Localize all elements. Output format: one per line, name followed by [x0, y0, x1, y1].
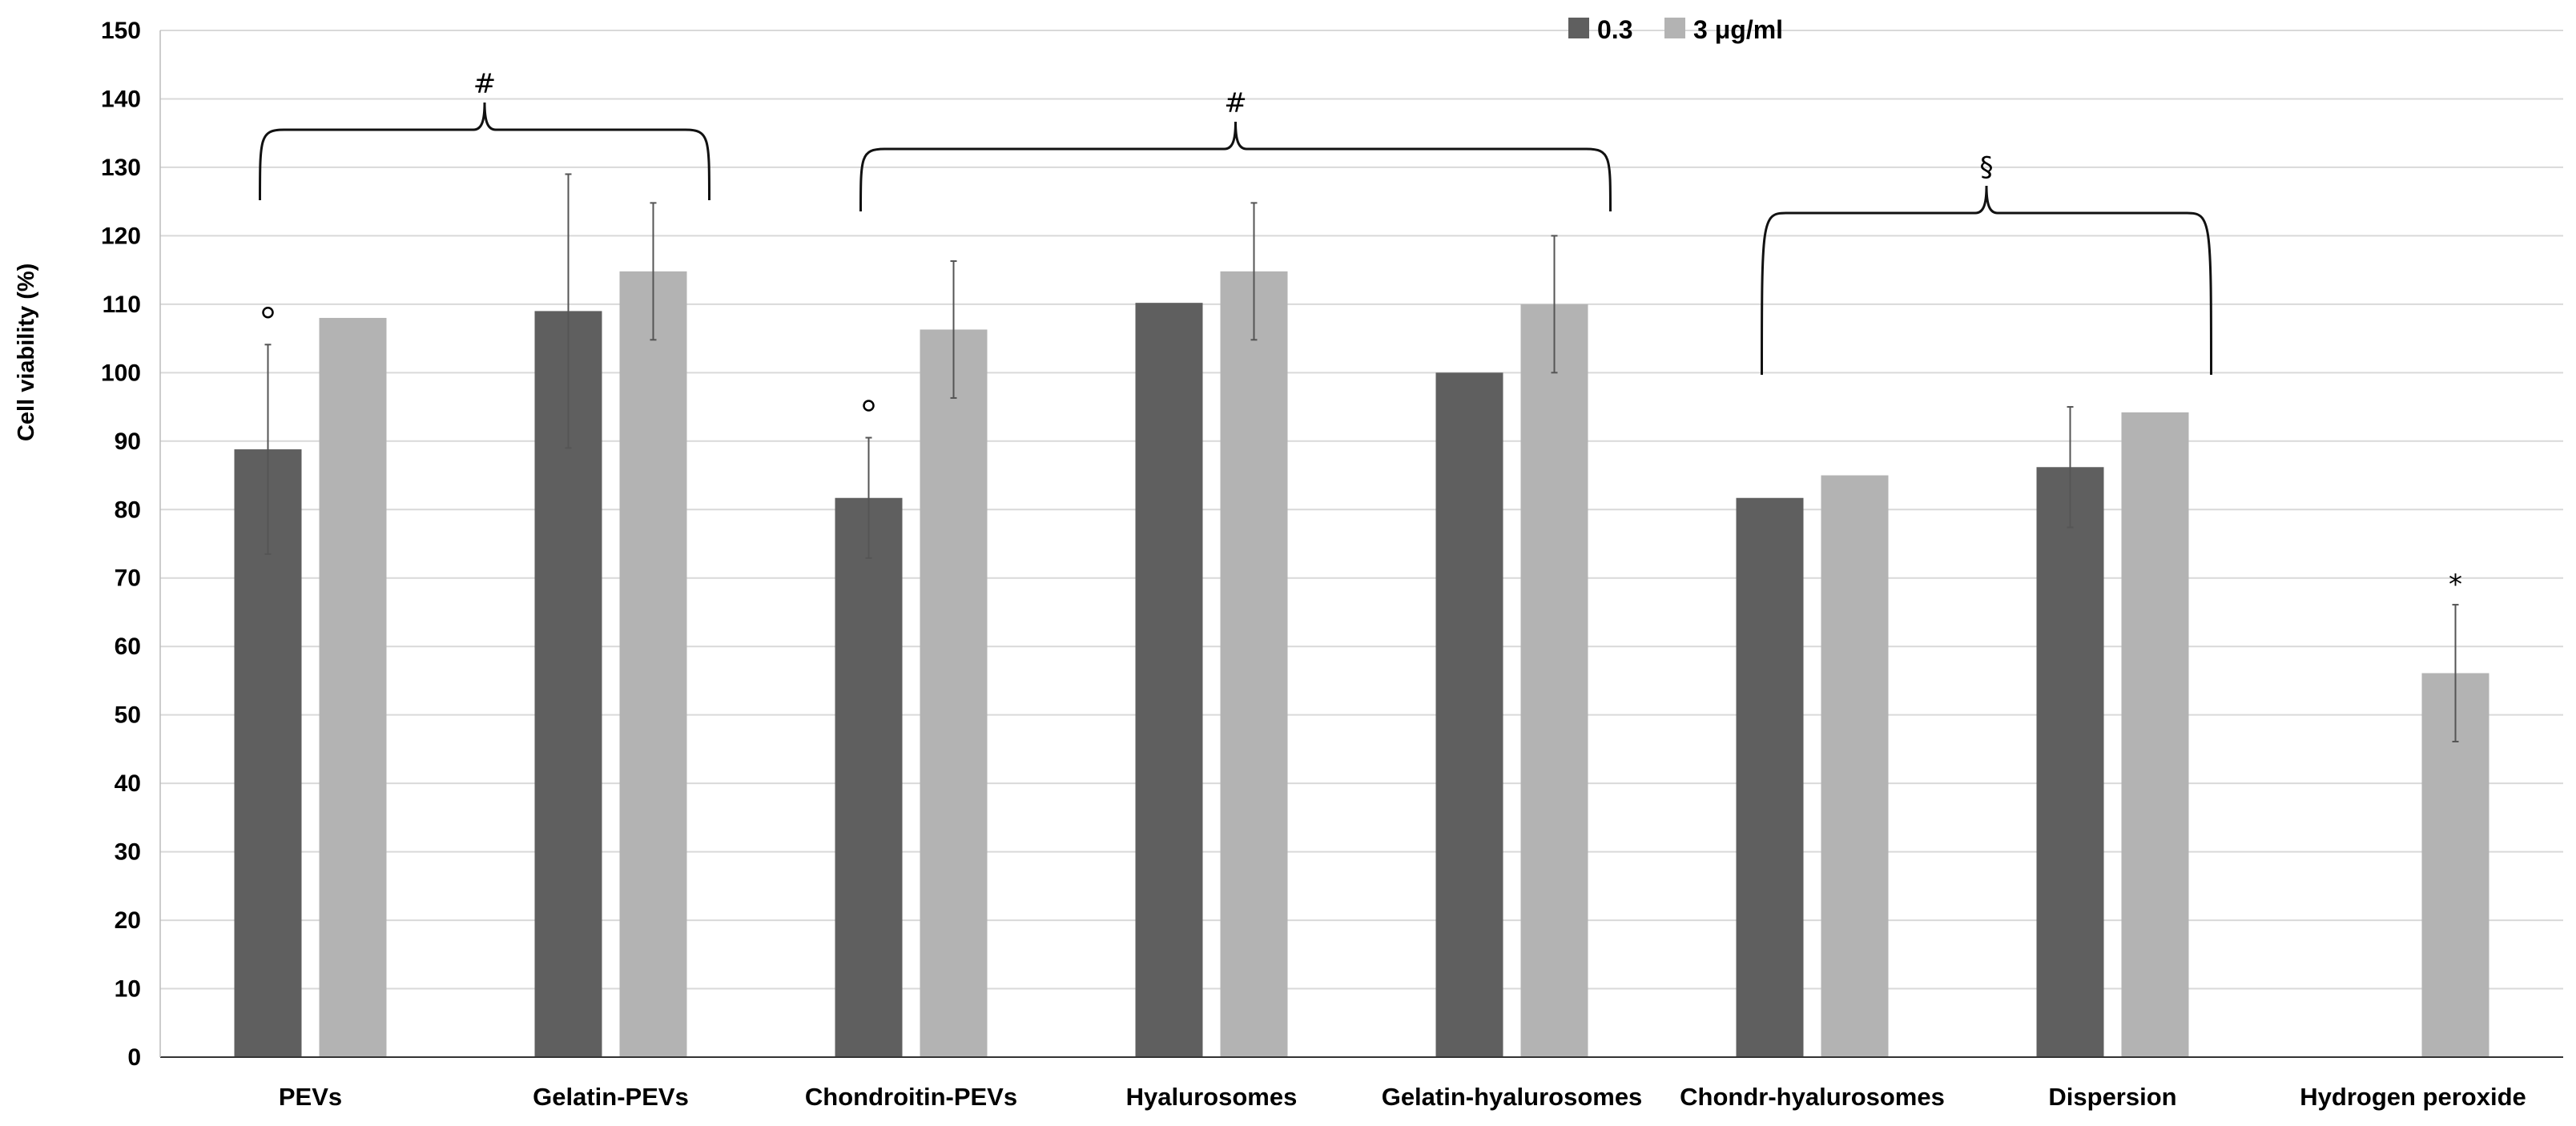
bar-hyalurosomes-3-g-ml	[1220, 271, 1288, 1057]
x-category-label-dispersion: Dispersion	[2048, 1083, 2176, 1111]
bar-dispersion-0-3	[2036, 467, 2104, 1057]
y-tick-label-140: 140	[101, 86, 141, 112]
gridlines	[160, 30, 2563, 990]
error-bars	[264, 173, 2459, 742]
y-axis-label: Cell viability (%)	[14, 263, 39, 441]
x-category-label-chondroitin-pevs: Chondroitin-PEVs	[805, 1083, 1017, 1111]
y-tick-label-40: 40	[115, 770, 141, 797]
bar-dispersion-3-g-ml	[2121, 412, 2189, 1057]
x-category-label-chondr-hyalurosomes: Chondr-hyalurosomes	[1680, 1083, 1945, 1111]
y-tick-label-110: 110	[103, 292, 141, 318]
y-tick-label-100: 100	[101, 360, 141, 386]
y-tick-label-10: 10	[115, 976, 141, 1003]
bar-chondr-hyalurosomes-3-g-ml	[1821, 475, 1889, 1057]
legend-label-0.3: 0.3	[1597, 15, 1632, 44]
bar-pevs-3-g-ml	[319, 317, 387, 1058]
y-tick-label-60: 60	[115, 633, 141, 660]
legend: 0.3 3 μg/ml	[1568, 15, 1783, 44]
bar-chondr-hyalurosomes-0-3	[1736, 497, 1804, 1057]
y-tick-label-0: 0	[127, 1044, 141, 1071]
annotation-degree-chondroitin-pevs	[863, 400, 875, 412]
y-tick-label-90: 90	[115, 428, 141, 455]
bracket-3	[1761, 185, 2212, 376]
bracket-1	[259, 102, 710, 201]
x-axis-categories: PEVs Gelatin-PEVs Chondroitin-PEVs Hyaluros…	[279, 1083, 2526, 1111]
y-tick-label-30: 30	[115, 839, 141, 866]
y-axis-ticks: 0 10 20 30 40 50 60 70 80 90 100 110 120 130 140 150	[101, 18, 141, 1071]
bar-gelatin-hyalurosomes-0-3	[1435, 372, 1503, 1057]
x-category-label-gelatin-pevs: Gelatin-PEVs	[533, 1083, 689, 1111]
significance-annotations: *	[262, 307, 2462, 601]
x-category-label-hydrogen-peroxide: Hydrogen peroxide	[2300, 1083, 2526, 1111]
bar-chondroitin-pevs-0-3	[835, 497, 903, 1057]
annotation-degree-pevs	[262, 307, 274, 319]
y-tick-label-70: 70	[115, 565, 141, 592]
bracket-symbol-1: #	[473, 68, 497, 100]
bracket-symbol-3: §	[1980, 151, 1994, 183]
bar-gelatin-pevs-3-g-ml	[619, 271, 687, 1057]
y-tick-label-120: 120	[101, 223, 141, 249]
y-tick-label-80: 80	[115, 497, 141, 523]
legend-label-3-ug-ml: 3 μg/ml	[1693, 15, 1783, 44]
y-tick-label-150: 150	[101, 18, 141, 44]
x-category-label-hyalurosomes: Hyalurosomes	[1126, 1083, 1298, 1111]
annotation-hydrogen-peroxide: *	[2449, 569, 2462, 601]
legend-swatch-3-ug-ml	[1664, 18, 1685, 38]
bar-chondroitin-pevs-3-g-ml	[920, 329, 988, 1057]
significance-brackets: # # §	[259, 68, 2212, 376]
bar-gelatin-hyalurosomes-3-g-ml	[1520, 304, 1588, 1057]
y-tick-label-20: 20	[115, 907, 141, 934]
legend-swatch-0.3	[1568, 18, 1589, 38]
y-tick-label-50: 50	[115, 702, 141, 729]
bracket-2	[859, 121, 1612, 212]
x-category-label-pevs: PEVs	[279, 1083, 342, 1111]
x-category-label-gelatin-hyalurosomes: Gelatin-hyalurosomes	[1382, 1083, 1643, 1111]
bar-hyalurosomes-0-3	[1135, 303, 1203, 1057]
bracket-symbol-2: #	[1224, 87, 1247, 119]
y-tick-label-130: 130	[101, 155, 141, 181]
bars	[234, 271, 2489, 1058]
